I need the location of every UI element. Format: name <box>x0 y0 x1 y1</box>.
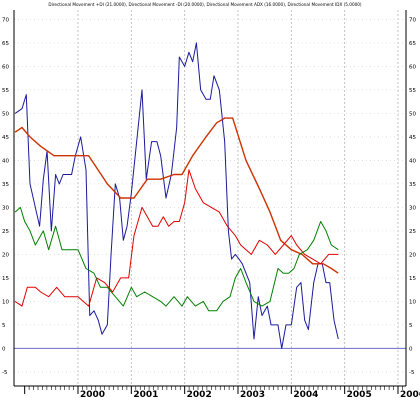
y-tick-label-right-6: 25 <box>409 229 416 235</box>
y-tick-label-right-0: -5 <box>409 370 415 376</box>
y-tick-label-left-0: -5 <box>2 370 8 376</box>
y-tick-label-left-5: 20 <box>2 252 9 258</box>
y-tick-label-right-10: 45 <box>409 135 416 141</box>
y-tick-label-left-2: 5 <box>2 323 6 329</box>
x-tick-label-1: 2001 <box>133 390 158 400</box>
y-tick-label-left-13: 60 <box>2 64 9 70</box>
grid-layer <box>14 10 406 386</box>
y-tick-label-left-1: 0 <box>2 346 6 352</box>
y-tick-label-right-13: 60 <box>409 64 416 70</box>
x-tick-label-0: 2000 <box>80 390 105 400</box>
x-tick-label-3: 2003 <box>240 390 265 400</box>
y-tick-label-left-9: 40 <box>2 158 9 164</box>
y-tick-label-left-14: 65 <box>2 41 9 47</box>
y-tick-label-left-11: 50 <box>2 111 9 117</box>
series-line-3 <box>14 206 339 312</box>
y-tick-label-right-3: 10 <box>409 299 416 305</box>
frame-layer <box>13 10 407 387</box>
y-tick-label-left-4: 15 <box>2 276 9 282</box>
y-tick-label-right-12: 55 <box>409 88 416 94</box>
y-tick-label-right-14: 65 <box>409 41 416 47</box>
series-line-1 <box>14 117 339 274</box>
y-tick-label-left-3: 10 <box>2 299 9 305</box>
x-tick-label-4: 2004 <box>293 390 318 400</box>
x-tick-label-6: 2006 <box>400 390 420 400</box>
y-tick-label-right-4: 15 <box>409 276 416 282</box>
y-tick-label-left-7: 30 <box>2 205 9 211</box>
y-tick-label-right-1: 0 <box>409 346 413 352</box>
y-tick-label-right-2: 5 <box>409 323 413 329</box>
series-layer <box>14 42 339 349</box>
series-line-2 <box>14 169 339 307</box>
y-tick-label-right-7: 30 <box>409 205 416 211</box>
series-line-0 <box>14 42 339 349</box>
y-tick-label-right-5: 20 <box>409 252 416 258</box>
y-tick-label-left-8: 35 <box>2 182 9 188</box>
y-tick-label-left-10: 45 <box>2 135 9 141</box>
x-tick-label-2: 2002 <box>187 390 212 400</box>
y-tick-label-right-11: 50 <box>409 111 416 117</box>
y-tick-label-left-15: 70 <box>2 17 9 23</box>
y-tick-label-right-8: 35 <box>409 182 416 188</box>
y-tick-label-left-12: 55 <box>2 88 9 94</box>
y-tick-label-left-6: 25 <box>2 229 9 235</box>
chart-title: Directional Movement +DI (21.0000), Dire… <box>48 2 362 7</box>
y-tick-label-right-9: 40 <box>409 158 416 164</box>
x-tick-label-5: 2005 <box>347 390 372 400</box>
y-tick-label-right-15: 70 <box>409 17 416 23</box>
